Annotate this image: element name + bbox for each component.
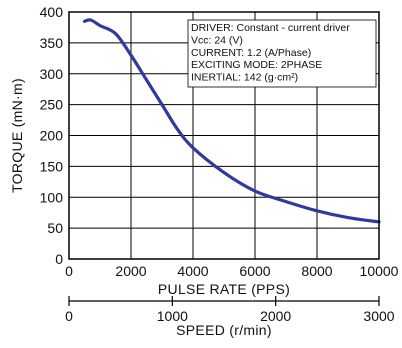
y-tick-label: 0: [55, 251, 63, 267]
speed-tick-label: 1000: [157, 308, 188, 324]
x-tick-label: 8000: [301, 263, 332, 279]
info-box-background: [187, 19, 377, 88]
speed-tick-label: 3000: [363, 308, 394, 324]
y-axis-title: TORQUE (mN·m): [9, 78, 25, 193]
x-axis-title: PULSE RATE (PPS): [158, 281, 290, 297]
x-tick-labels: 0 2000 4000 6000 8000 10000: [65, 263, 399, 279]
info-box-line: DRIVER: Constant - current driver: [191, 22, 350, 34]
y-tick-label: 100: [40, 189, 64, 205]
speed-axis-title: SPEED (r/min): [176, 322, 272, 338]
y-tick-label: 150: [40, 158, 64, 174]
speed-axis: 0 1000 2000 3000 SPEED (r/min): [65, 296, 395, 338]
y-tick-label: 350: [40, 35, 64, 51]
y-tick-label: 400: [40, 4, 64, 20]
x-tick-label: 6000: [239, 263, 270, 279]
info-box-line: INERTIAL: 142 (g·cm²): [191, 72, 298, 84]
y-tick-label: 200: [40, 128, 64, 144]
torque-curve-line: [82, 18, 381, 224]
speed-tick-label: 0: [65, 308, 73, 324]
y-tick-labels: 0 50 100 150 200 250 300 350 400: [40, 4, 64, 267]
x-tick-label: 4000: [177, 263, 208, 279]
info-box-line: Vcc: 24 (V): [191, 34, 243, 46]
info-box-line: CURRENT: 1.2 (A/Phase): [191, 47, 311, 59]
speed-axis-ticks: 0 1000 2000 3000: [65, 296, 395, 324]
x-tick-label: 10000: [360, 263, 399, 279]
x-tick-label: 0: [65, 263, 73, 279]
y-tick-label: 250: [40, 97, 64, 113]
y-tick-label: 50: [47, 220, 63, 236]
y-tick-label: 300: [40, 66, 64, 82]
speed-tick-label: 2000: [260, 308, 291, 324]
plot-frame: [68, 11, 380, 260]
info-box-line: EXCITING MODE: 2PHASE: [191, 59, 322, 71]
curve-layer: [82, 18, 381, 224]
x-tick-label: 2000: [115, 263, 146, 279]
